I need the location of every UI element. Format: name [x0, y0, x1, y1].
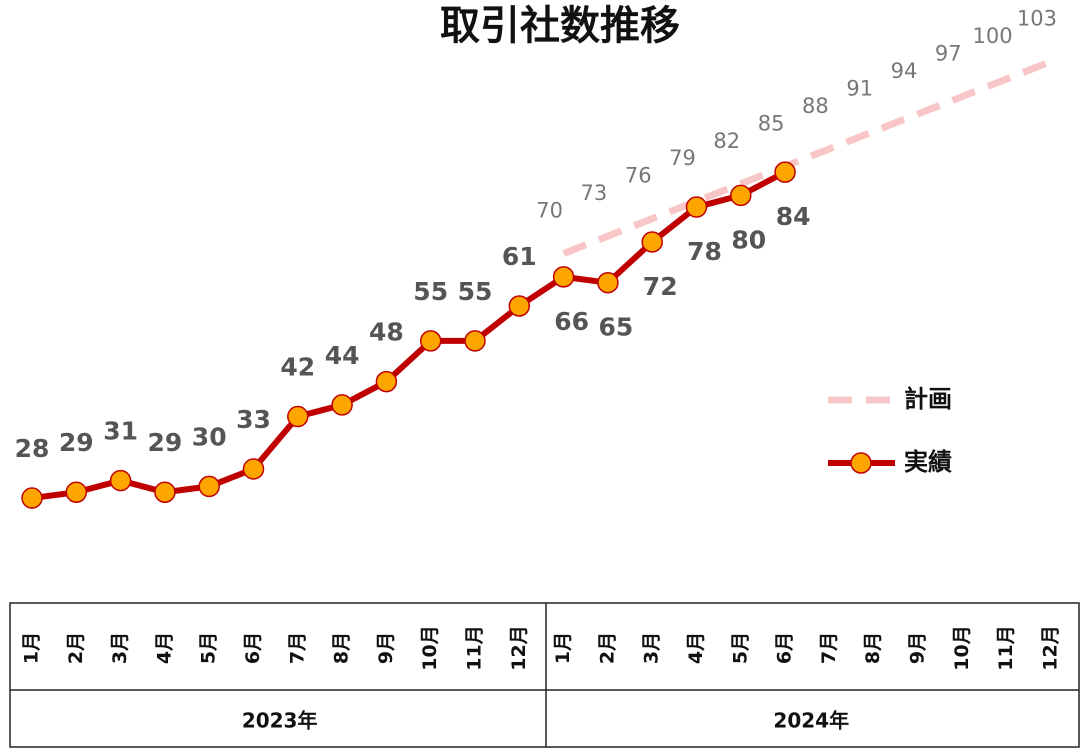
value-label: 97 — [935, 41, 962, 65]
x-tick-label: 11月 — [464, 625, 486, 670]
x-tick-label: 6月 — [242, 632, 264, 664]
year-label: 2023年 — [242, 709, 318, 733]
value-label: 29 — [148, 428, 183, 457]
year-label: 2024年 — [773, 709, 849, 733]
value-label: 28 — [15, 434, 50, 463]
legend-marker — [850, 452, 872, 474]
x-tick-label: 8月 — [862, 632, 884, 664]
x-tick-label: 10月 — [951, 625, 973, 670]
legend-label: 計画 — [904, 385, 952, 413]
x-tick-label: 6月 — [774, 632, 796, 664]
marker — [154, 481, 176, 503]
x-tick-label: 7月 — [818, 632, 840, 664]
marker — [242, 458, 265, 480]
value-label: 42 — [280, 353, 315, 382]
value-label: 80 — [731, 225, 766, 254]
x-tick-label: 11月 — [995, 625, 1017, 670]
x-tick-label: 7月 — [286, 632, 308, 664]
value-label: 94 — [891, 59, 918, 83]
x-tick-label: 2月 — [65, 632, 87, 664]
chart-title: 取引社数推移 — [440, 3, 680, 49]
marker — [685, 196, 708, 218]
value-label: 55 — [458, 277, 493, 306]
marker — [641, 231, 663, 253]
value-label: 44 — [325, 341, 360, 370]
value-label: 65 — [599, 313, 634, 342]
x-tick-label: 12月 — [508, 625, 530, 670]
axis-table — [9, 602, 1080, 748]
value-label: 79 — [669, 146, 696, 170]
x-tick-label: 5月 — [729, 632, 751, 664]
x-tick-label: 4月 — [153, 632, 175, 664]
x-tick-label: 9月 — [907, 632, 929, 664]
marker — [375, 370, 398, 393]
value-label: 84 — [776, 202, 811, 231]
marker — [287, 405, 309, 428]
value-label: 55 — [413, 277, 448, 306]
value-label: 61 — [502, 242, 537, 271]
marker — [464, 330, 486, 352]
marker — [508, 295, 531, 317]
marker — [419, 330, 442, 352]
x-tick-label: 4月 — [685, 632, 707, 664]
x-tick-label: 12月 — [1039, 625, 1061, 670]
plan-line — [562, 58, 1053, 257]
actual-line — [31, 169, 787, 502]
value-label: 48 — [369, 318, 404, 347]
value-label: 103 — [1017, 7, 1057, 31]
x-tick-label: 9月 — [375, 632, 397, 664]
x-tick-label: 3月 — [109, 632, 131, 664]
legend-label: 実績 — [904, 448, 952, 476]
value-label: 78 — [687, 237, 722, 266]
x-tick-label: 1月 — [552, 632, 574, 664]
marker — [730, 184, 752, 207]
marker — [552, 266, 575, 288]
value-label: 33 — [236, 405, 271, 434]
marker — [65, 481, 88, 503]
marker — [597, 271, 619, 294]
value-label: 29 — [59, 428, 94, 457]
value-label: 100 — [973, 24, 1013, 48]
value-label: 70 — [536, 199, 563, 223]
marker — [21, 487, 43, 509]
value-label: 30 — [192, 422, 227, 451]
value-label: 31 — [103, 417, 138, 446]
x-tick-label: 2月 — [596, 632, 618, 664]
value-label: 76 — [625, 164, 652, 188]
marker — [774, 161, 796, 183]
x-tick-label: 3月 — [641, 632, 663, 664]
x-tick-label: 8月 — [331, 632, 353, 664]
value-label: 73 — [581, 181, 608, 205]
marker — [331, 394, 353, 416]
value-label: 91 — [846, 76, 873, 100]
value-label: 88 — [802, 94, 829, 118]
value-label: 82 — [713, 129, 740, 153]
value-label: 66 — [554, 307, 589, 336]
value-label: 72 — [643, 272, 678, 301]
value-label: 85 — [758, 111, 785, 135]
x-tick-label: 10月 — [419, 625, 441, 670]
x-tick-label: 1月 — [21, 632, 43, 664]
marker — [109, 469, 132, 492]
marker — [198, 475, 220, 498]
x-tick-label: 5月 — [198, 632, 220, 664]
